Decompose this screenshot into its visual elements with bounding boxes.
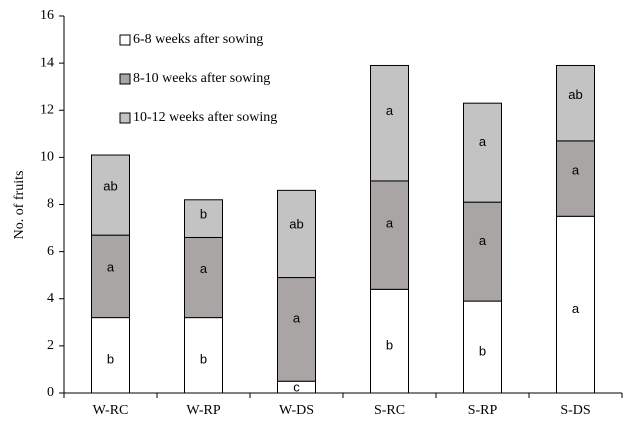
bar-segment xyxy=(184,236,223,319)
bar-segment xyxy=(91,234,130,319)
segment-letter: b xyxy=(386,338,393,353)
legend-label: 8-10 weeks after sowing xyxy=(133,71,270,86)
segment-letter: ab xyxy=(103,179,117,194)
x-tick-label: W-DS xyxy=(279,403,314,418)
segment-letter: b xyxy=(479,343,486,358)
x-tick-label: S-RP xyxy=(468,403,498,418)
bar-segment xyxy=(463,201,502,302)
legend-label: 6-8 weeks after sowing xyxy=(133,32,263,47)
y-tick-label: 6 xyxy=(47,244,54,259)
y-tick-label: 0 xyxy=(47,385,54,400)
y-tick-label: 4 xyxy=(47,291,54,306)
y-tick-label: 14 xyxy=(40,55,54,70)
bar-segment xyxy=(556,140,595,217)
y-tick-label: 10 xyxy=(40,150,54,165)
x-tick-label: W-RC xyxy=(93,403,129,418)
y-axis-label: No. of fruits xyxy=(12,171,27,240)
segment-letter: b xyxy=(200,352,207,367)
x-tick-label: S-DS xyxy=(560,403,590,418)
y-tick-label: 2 xyxy=(47,338,54,353)
segment-letter: a xyxy=(479,233,487,248)
legend-swatch xyxy=(119,73,131,85)
bar-segment xyxy=(277,189,316,279)
bar-segment xyxy=(277,277,316,382)
segment-letter: ab xyxy=(289,217,303,232)
legend-label: 10-12 weeks after sowing xyxy=(133,110,277,125)
x-tick-label: W-RP xyxy=(186,403,220,418)
bar-segment xyxy=(184,199,223,238)
segment-letter: a xyxy=(386,103,394,118)
segment-letter: c xyxy=(293,380,300,395)
segment-letter: b xyxy=(107,352,114,367)
segment-letter: a xyxy=(293,310,301,325)
legend-swatch xyxy=(119,34,131,46)
segment-letter: a xyxy=(572,162,580,177)
segment-letter: ab xyxy=(568,87,582,102)
y-tick-label: 12 xyxy=(40,102,54,117)
y-tick-label: 16 xyxy=(40,8,54,23)
bar-segment xyxy=(370,180,409,290)
segment-letter: a xyxy=(200,261,208,276)
segment-letter: b xyxy=(200,206,207,221)
y-tick-label: 8 xyxy=(47,197,54,212)
x-tick-label: S-RC xyxy=(374,403,405,418)
segment-letter: a xyxy=(572,301,580,316)
bar-segment xyxy=(556,215,595,394)
bar-segment xyxy=(370,64,409,182)
segment-letter: a xyxy=(479,134,487,149)
segment-letter: a xyxy=(107,260,115,275)
segment-letter: a xyxy=(386,216,394,231)
bar-segment xyxy=(463,102,502,203)
bar-segment xyxy=(556,64,595,142)
bar-segment xyxy=(91,154,130,236)
legend-swatch xyxy=(119,112,131,124)
